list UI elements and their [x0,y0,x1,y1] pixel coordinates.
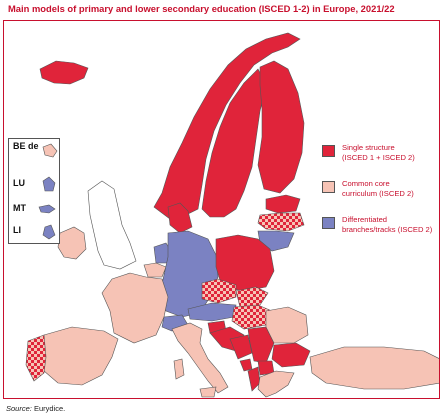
country-sicily [199,386,217,398]
legend-line: (ISCED 1 + ISCED 2) [342,153,415,162]
country-montenegro [239,358,253,372]
inset-label-mt: MT [13,203,26,213]
country-denmark [167,202,193,234]
europe-map [25,32,439,398]
country-belgium [143,262,167,278]
inset-box: BE de LU MT LI [8,138,60,244]
country-norway [153,32,301,220]
country-sardinia [173,358,185,380]
inset-shape-mt [38,204,56,214]
inset-shape-lu [42,176,56,192]
country-greece [257,370,295,398]
country-bulgaria [271,342,311,368]
country-poland [215,234,275,292]
inset-label-be-de: BE de [13,141,39,151]
legend-line: branches/tracks (ISCED 2) [342,225,433,234]
country-ireland [57,226,87,260]
country-iceland [39,60,89,85]
legend-line: curriculum (ISCED 2) [342,189,414,198]
country-turkey [309,346,439,390]
legend-swatch-single-structure [322,145,335,157]
map-frame: BE de LU MT LI Single structure (ISCED 1… [3,20,440,399]
source-label: Source: [6,404,32,413]
legend-line: Differentiated [342,215,388,224]
legend-swatch-differentiated [322,217,335,229]
country-slovakia [235,286,269,308]
map-title: Main models of primary and lower seconda… [8,3,395,14]
legend-swatch-common-core [322,181,335,193]
legend-line: Single structure [342,143,395,152]
country-bosnia [229,334,253,360]
source-value: Eurydice. [33,404,66,413]
inset-shape-li [42,224,56,240]
country-spain [39,326,119,386]
country-italy [171,322,229,394]
country-finland [257,60,305,194]
country-romania [265,306,309,344]
inset-label-lu: LU [13,178,25,188]
inset-shapes [38,143,58,240]
country-france [101,272,169,344]
country-uk [87,180,137,270]
country-portugal [25,334,47,382]
inset-label-li: LI [13,225,21,235]
country-czechia [201,278,237,304]
legend-line: Common core [342,179,390,188]
country-latvia [257,212,305,232]
inset-shape-be-de [42,143,58,158]
country-estonia [265,194,301,214]
source-note: Source: Eurydice. [6,404,65,413]
